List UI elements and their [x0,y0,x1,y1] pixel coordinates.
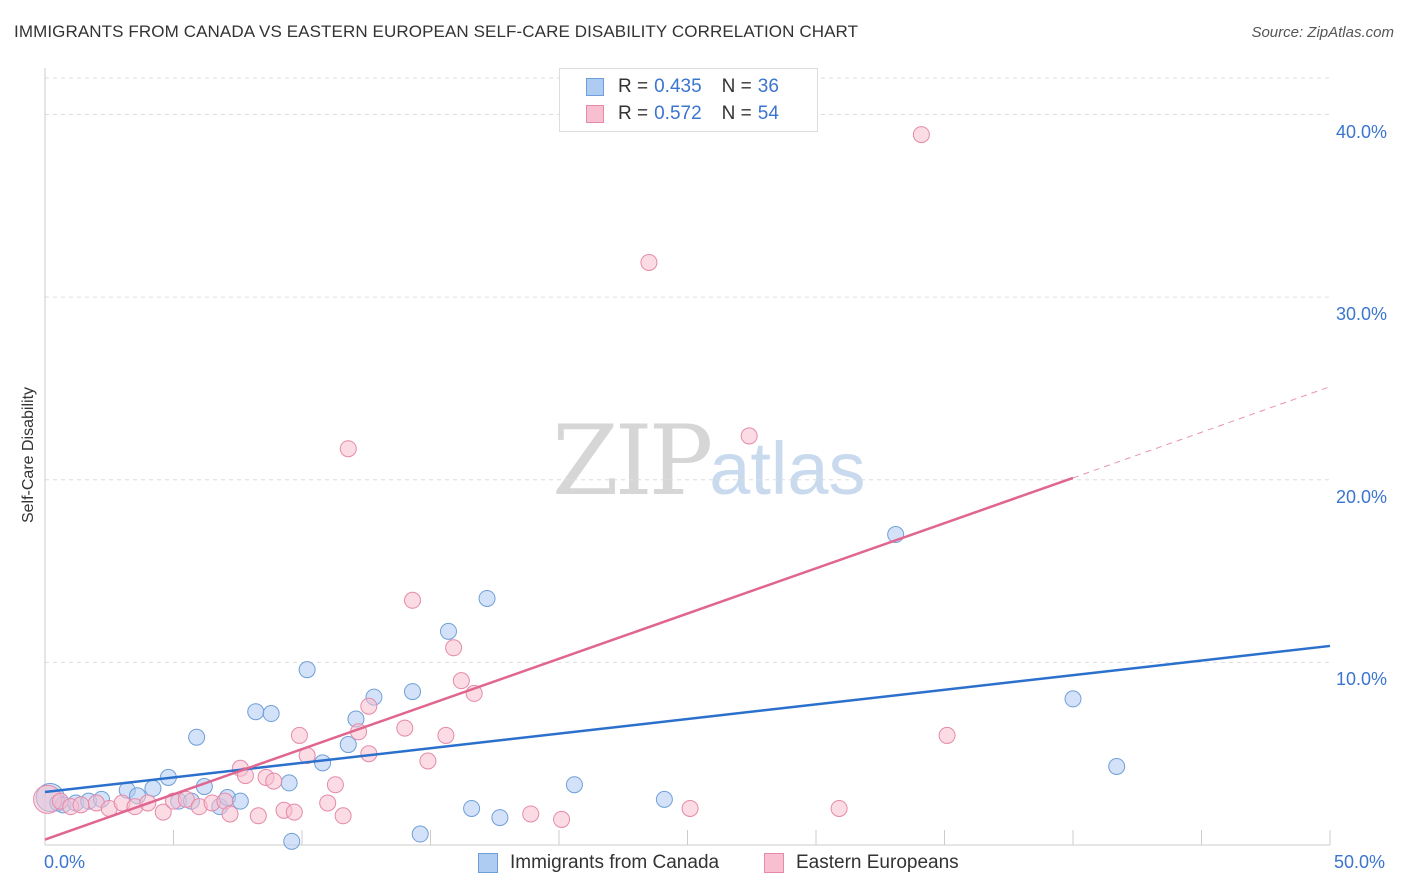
legend-row-canada: R = 0.435 N = 36 [586,76,779,98]
watermark-zip: ZIP [552,405,713,517]
trendline-eastern-extension [1072,386,1331,479]
point-canada [491,809,509,827]
series-legend-eastern: Eastern Europeans [764,852,959,874]
legend-n-label: N = [721,103,752,124]
point-eastern [640,253,658,271]
point-eastern [522,805,540,823]
point-eastern [249,807,267,825]
point-canada [283,832,301,850]
axes [44,68,1331,846]
point-canada [463,799,481,817]
point-canada [1064,690,1082,708]
point-canada [339,736,357,754]
y-tick-label: 20.0% [1336,486,1388,507]
point-eastern [553,810,571,828]
watermark-atlas: atlas [709,427,866,510]
x-tick-label-max: 50.0% [1334,852,1386,872]
point-eastern [938,726,956,744]
point-eastern [419,752,437,770]
point-canada [231,792,249,810]
series-name-canada: Immigrants from Canada [510,852,720,873]
point-eastern [154,803,172,821]
point-canada [298,661,316,679]
series-legend-canada: Immigrants from Canada [478,852,719,874]
point-eastern [452,672,470,690]
point-canada [144,779,162,797]
point-eastern [339,440,357,458]
stats-legend: R = 0.435 N = 36 R = 0.572 N = 54 [559,68,818,132]
point-canada [565,776,583,794]
point-eastern [404,591,422,609]
point-canada [478,589,496,607]
y-tick-label: 40.0% [1336,121,1388,142]
point-eastern [912,126,930,144]
x-tick-label-min: 0.0% [44,852,86,872]
grid [45,77,1330,663]
point-eastern [72,796,90,814]
legend-swatch-blue [586,78,604,96]
legend-n-value: 54 [757,103,779,124]
point-canada [439,622,457,640]
y-tick-label: 30.0% [1336,304,1388,325]
point-eastern [221,805,239,823]
watermark: ZIPatlas [552,405,866,517]
point-canada [404,683,422,701]
legend-swatch-pink [586,105,604,123]
legend-r-value: 0.572 [654,103,702,124]
point-canada [280,774,298,792]
point-canada [262,705,280,723]
y-tick-label: 10.0% [1336,669,1388,690]
point-eastern [396,719,414,737]
point-eastern [326,776,344,794]
point-canada [655,790,673,808]
point-eastern [740,427,758,445]
point-eastern [681,799,699,817]
source-label: Source: ZipAtlas.com [1251,24,1394,41]
legend-swatch-pink [764,853,784,873]
point-eastern [334,807,352,825]
chart-title: IMMIGRANTS FROM CANADA VS EASTERN EUROPE… [14,22,859,41]
legend-n-label: N = [721,76,752,97]
series-name-eastern: Eastern Europeans [796,852,959,873]
trendlines [44,386,1331,841]
legend-r-label: R = [618,76,649,97]
legend-row-eastern: R = 0.572 N = 54 [586,103,779,125]
legend-r-value: 0.435 [654,76,702,97]
point-canada [188,728,206,746]
point-eastern [360,697,378,715]
legend-r-label: R = [618,103,649,124]
point-eastern [830,799,848,817]
legend-swatch-blue [478,853,498,873]
point-canada [411,825,429,843]
point-canada [1108,757,1126,775]
point-eastern [437,726,455,744]
point-eastern [319,794,337,812]
data-points [33,126,1126,850]
point-canada [247,703,265,721]
point-eastern [265,772,283,790]
trendline-eastern [44,476,1074,841]
point-eastern [285,803,303,821]
point-eastern [445,639,463,657]
point-eastern [177,790,195,808]
point-eastern [290,726,308,744]
trendline-canada [44,644,1331,794]
point-canada [314,754,332,772]
legend-n-value: 36 [757,76,779,97]
